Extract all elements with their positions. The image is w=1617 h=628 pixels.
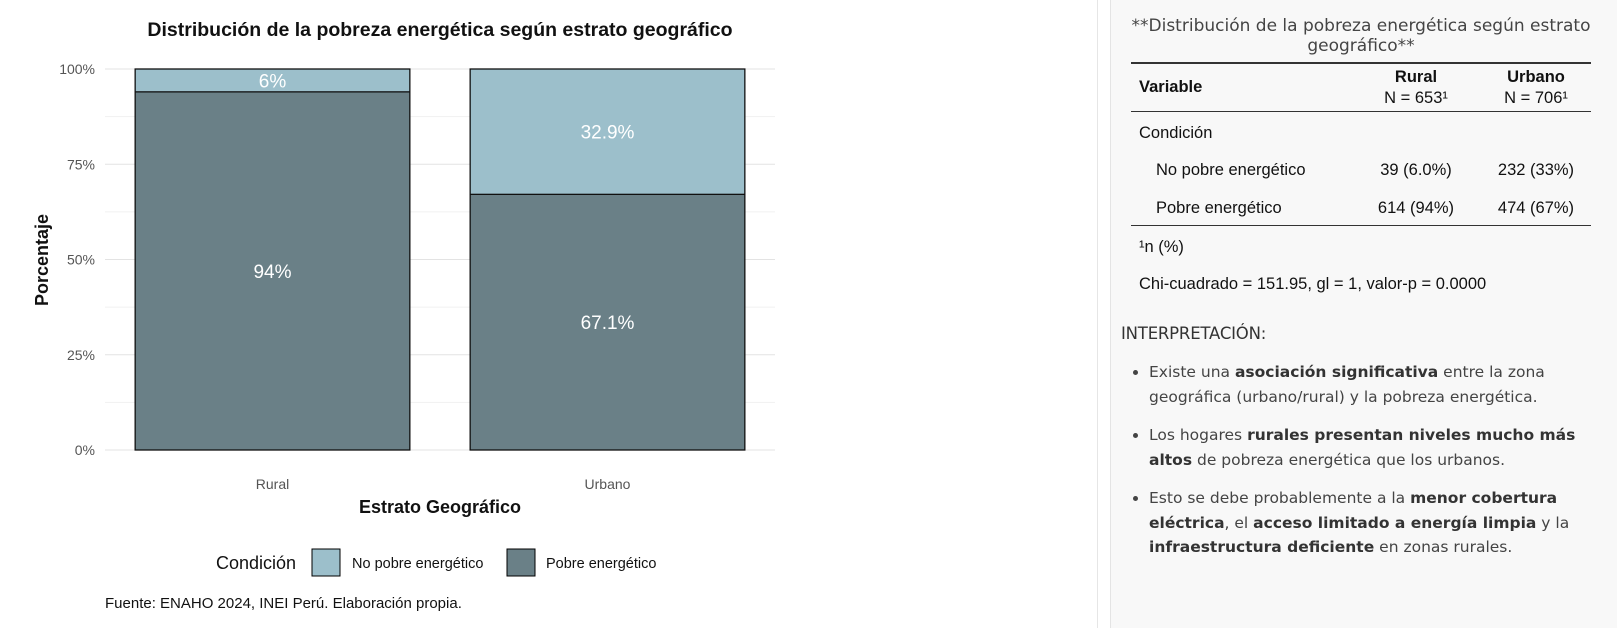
- interpretation-text: Existe una: [1149, 363, 1235, 381]
- table-header-rural: Rural: [1394, 68, 1438, 86]
- interpretation-emphasis: rurales presentan niveles mucho más alto…: [1149, 426, 1576, 469]
- table-header-rule: [1131, 111, 1591, 112]
- data-label: 6%: [259, 71, 287, 92]
- interpretation-item: Esto se debe probablemente a la menor co…: [1121, 486, 1611, 560]
- y-tick-label: 100%: [59, 61, 95, 77]
- data-label: 67.1%: [581, 313, 635, 334]
- legend: Condición No pobre energético Pobre ener…: [216, 548, 656, 577]
- x-tick-label: Urbano: [585, 476, 631, 492]
- interpretation-text: , el: [1224, 513, 1254, 532]
- interpretation-text: Los hogares: [1149, 426, 1248, 444]
- interpretation-text: Esto se debe probablemente a la: [1149, 489, 1411, 507]
- summary-panel: **Distribución de la pobreza energética …: [1110, 0, 1617, 628]
- interpretation-text: en zonas rurales.: [1374, 538, 1513, 556]
- bar-urbano-no-pobre-energ-tico: [469, 68, 746, 195]
- table-cell-pobre-rural: 614 (94%): [1377, 199, 1455, 217]
- chart-panel: 94% 6% 67.1% 32.9% 0% 25% 50% 75% 100% Rural Urba…: [32, 0, 1098, 628]
- y-tick-label: 25%: [67, 347, 95, 363]
- table-header-variable: Variable: [1139, 78, 1203, 96]
- legend-label-pobre: Pobre energético: [546, 556, 656, 572]
- table-cell-pobre-urbano: 474 (67%): [1497, 199, 1575, 217]
- table-row-label-pobre: Pobre energético: [1156, 199, 1282, 217]
- chi-square-result: Chi-cuadrado = 151.95, gl = 1, valor-p =…: [1139, 275, 1487, 293]
- data-label: 94%: [253, 262, 291, 283]
- interpretation-emphasis: menor cobertura eléctrica: [1149, 489, 1558, 532]
- data-label: 32.9%: [581, 123, 635, 144]
- legend-label-no-pobre: No pobre energético: [352, 556, 483, 572]
- legend-swatch-no-pobre: [311, 548, 341, 577]
- chart-caption: Fuente: ENAHO 2024, INEI Perú. Elaboraci…: [105, 595, 462, 612]
- table-header-urbano: Urbano: [1507, 68, 1565, 86]
- x-tick-label: Rural: [256, 476, 289, 492]
- x-axis-title: Estrato Geográfico: [359, 497, 521, 517]
- table-bottom-rule: [1131, 225, 1591, 226]
- table-header-rural-n: N = 653¹: [1384, 89, 1448, 107]
- bar-rural-pobre-energ-tico: [134, 91, 411, 451]
- chart-title: Distribución de la pobreza energética se…: [147, 19, 732, 41]
- y-axis-title: Porcentaje: [32, 214, 52, 306]
- table-row-label-no-pobre: No pobre energético: [1156, 161, 1306, 179]
- table-title: **Distribución de la pobreza energética …: [1131, 16, 1591, 56]
- interpretation-text: entre la zona geográfica (urbano/rural) …: [1149, 363, 1545, 406]
- y-tick-label: 50%: [67, 252, 95, 268]
- legend-title: Condición: [216, 553, 296, 573]
- y-tick-label: 75%: [67, 156, 95, 172]
- interpretation-text: y la: [1536, 513, 1570, 532]
- interpretation-list: Existe una asociación significativa entr…: [1121, 360, 1611, 574]
- bar-rural-no-pobre-energ-tico: [134, 68, 411, 93]
- stacked-bar-chart: 94% 6% 67.1% 32.9% 0% 25% 50% 75% 100% Rural Urba…: [32, 19, 775, 612]
- interpretation-text: de pobreza energética que los urbanos.: [1192, 450, 1506, 469]
- legend-swatch-pobre: [506, 548, 536, 577]
- interpretation-emphasis: asociación significativa: [1234, 363, 1439, 381]
- table-footnote: ¹n (%): [1139, 238, 1184, 256]
- interpretation-emphasis: infraestructura deficiente: [1149, 538, 1375, 556]
- table-cell-no-pobre-urbano: 232 (33%): [1497, 161, 1575, 179]
- bars-layer: [134, 68, 746, 451]
- table-top-rule: [1131, 62, 1591, 64]
- axis-layer: 0% 25% 50% 75% 100% Rural Urbano: [59, 61, 630, 492]
- bar-urbano-pobre-energ-tico: [469, 193, 746, 451]
- table-group-label: Condición: [1139, 124, 1213, 142]
- table-cell-no-pobre-rural: 39 (6.0%): [1380, 161, 1452, 179]
- interpretation-item: Existe una asociación significativa entr…: [1121, 360, 1611, 409]
- interpretation-item: Los hogares rurales presentan niveles mu…: [1121, 423, 1611, 472]
- interpretation-title: INTERPRETACIÓN:: [1121, 324, 1267, 343]
- labels-layer: 94% 6% 67.1% 32.9%: [253, 71, 634, 334]
- y-tick-label: 0%: [75, 442, 95, 458]
- table-header-urbano-n: N = 706¹: [1504, 89, 1568, 107]
- interpretation-emphasis: acceso limitado a energía limpia: [1253, 513, 1537, 532]
